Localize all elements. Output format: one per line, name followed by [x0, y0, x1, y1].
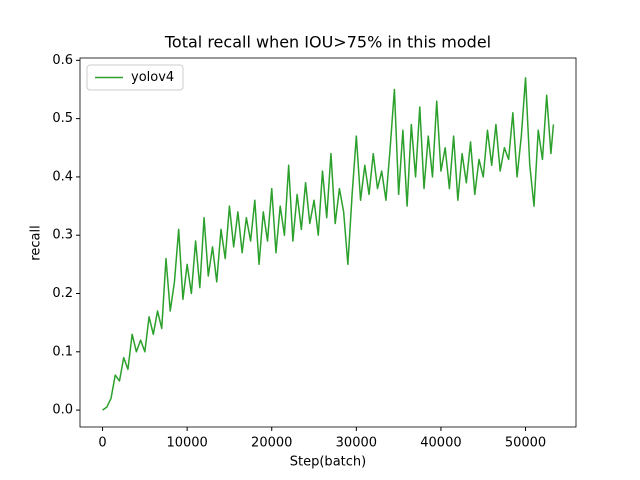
y-tick-label: 0.1 [52, 344, 73, 359]
x-tick-label: 20000 [251, 436, 292, 451]
y-tick-label: 0.6 [52, 53, 73, 68]
x-tick-label: 10000 [166, 436, 207, 451]
x-tick-label: 30000 [336, 436, 377, 451]
x-tick-label: 50000 [505, 436, 546, 451]
y-axis-label: recall [29, 225, 44, 260]
chart-title: Total recall when IOU>75% in this model [164, 33, 491, 52]
x-tick-label: 0 [98, 436, 106, 451]
y-tick-label: 0.3 [52, 228, 73, 243]
legend-label: yolov4 [131, 70, 174, 85]
y-tick-label: 0.0 [52, 403, 73, 418]
plot-frame [79, 57, 577, 428]
y-tick-label: 0.5 [52, 111, 73, 126]
data-line [102, 77, 555, 411]
x-axis-label: Step(batch) [290, 455, 366, 470]
legend-box [86, 64, 184, 91]
y-tick-label: 0.2 [52, 286, 73, 301]
y-tick-label: 0.4 [52, 169, 73, 184]
x-tick-label: 40000 [420, 436, 461, 451]
